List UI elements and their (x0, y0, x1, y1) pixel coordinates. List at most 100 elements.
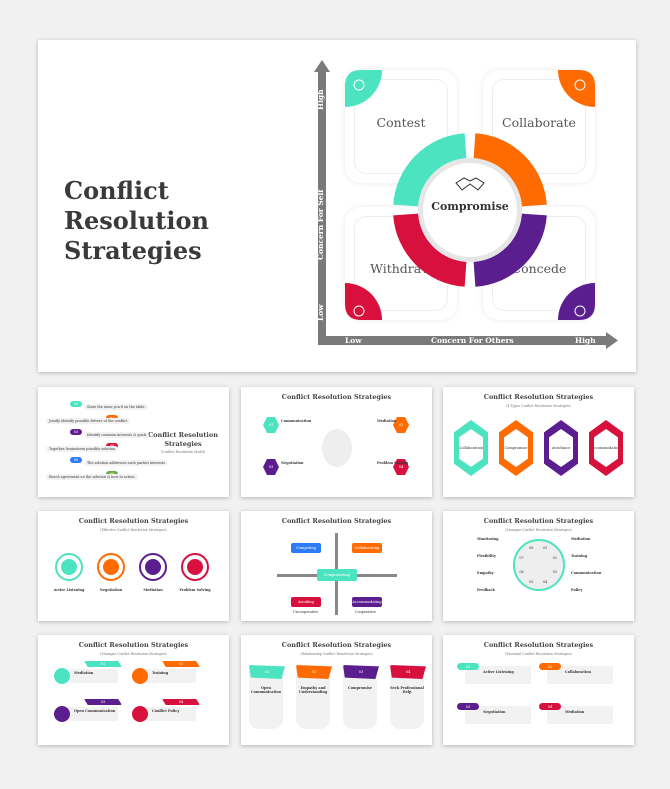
thumbnail-title: Conflict Resolution Strategies (78, 641, 189, 649)
item-label: Negotiation (483, 710, 506, 714)
ring-segment-collaborate (473, 133, 547, 207)
item-icon (54, 706, 70, 722)
x-axis-bar (318, 336, 608, 345)
slide-thumbnail-8[interactable]: Conflict Resolution Strategies (Relations… (241, 635, 432, 745)
y-axis-label: Concern For Self (316, 189, 325, 260)
segment-label: Communication (571, 571, 602, 575)
step-icon (187, 559, 203, 575)
step-number: 05 (70, 457, 82, 463)
step-ring (181, 553, 209, 581)
quadrant-label: Contest (376, 115, 426, 130)
slide-thumbnail-2[interactable]: Conflict Resolution Strategies 01 Communic… (241, 387, 432, 497)
axis-label: Uncooperative (293, 610, 319, 614)
number-banner: 01 (249, 665, 285, 679)
thumbnail-title: Conflict Resolution Strategies (148, 431, 218, 448)
segment-label: Flexibility (477, 554, 496, 558)
thumbnail-title: Conflict Resolution Strategies (78, 517, 189, 525)
y-axis-arrow (314, 60, 330, 72)
segment-label: Training (571, 554, 588, 558)
y-axis-bar (318, 70, 326, 345)
item-label: Empathy and Understanding (298, 686, 328, 694)
item-label: Mediation (377, 419, 397, 423)
step-label: Active Listening (53, 588, 85, 592)
thumbnail-title: Conflict Resolution Strategies (483, 641, 594, 649)
segment-number: 01 (542, 546, 548, 551)
number-banner: 04 (390, 665, 426, 679)
hexagon-number: 01 (263, 417, 279, 433)
strategy-box: Collaborating (352, 543, 382, 553)
slide-thumbnail-6[interactable]: Conflict Resolution Strategies (Manager C… (443, 511, 634, 621)
step-label: Negotiation (99, 588, 123, 592)
thumbnail-subtitle: (Conflict Resolution Model) (160, 450, 206, 454)
step-number: 01 (70, 401, 82, 407)
step-text: State the issue you'd on the table (84, 404, 148, 410)
thumbnail-title: Conflict Resolution Strategies (483, 393, 594, 401)
y-axis-high: High (316, 89, 325, 110)
puzzle-hands-icon-glyph (574, 79, 586, 91)
item-label: Seek Professional Help (390, 686, 424, 694)
segment-number: 05 (529, 579, 534, 584)
slide-thumbnail-3[interactable]: Conflict Resolution Strategies (4 Types C… (443, 387, 634, 497)
number-tab: 02 (162, 661, 200, 667)
item-label: Active Listening (483, 670, 514, 674)
item-label: Accommodation (594, 429, 618, 467)
step-number: 03 (70, 429, 82, 435)
step-text: Jointly identify possible drivers of the… (46, 418, 131, 424)
slide-thumbnail-7[interactable]: Conflict Resolution Strategies (Manager C… (38, 635, 229, 745)
item-label: Open Communication (74, 709, 116, 713)
step-ring (55, 553, 83, 581)
number-pill: 04 (539, 703, 561, 710)
item-icon (54, 668, 70, 684)
step-text: Reach agreement on the solution & how to… (46, 474, 138, 480)
segment-number: 08 (529, 546, 534, 551)
slide-thumbnail-9[interactable]: Conflict Resolution Strategies (Essential… (443, 635, 634, 745)
octagon-wheel (513, 539, 565, 591)
thumbnail-title: Conflict Resolution Strategies (483, 517, 594, 525)
step-icon (103, 559, 119, 575)
main-slide-preview[interactable]: Conflict Resolution Strategies Contest C… (38, 40, 636, 372)
hexagon-number: 03 (263, 459, 279, 475)
thumbnail-title: Conflict Resolution Strategies (281, 641, 392, 649)
item-card (547, 666, 613, 684)
strategy-box: Avoiding (291, 597, 321, 607)
segment-label: Monitoring (477, 537, 499, 541)
thumbnail-subtitle: (Effective Conflict Resolution Strategie… (100, 528, 167, 532)
segment-number: 04 (542, 579, 548, 584)
agreement-icon-glyph (574, 305, 586, 317)
item-label: Mediation (74, 671, 94, 675)
number-pill: 01 (457, 663, 479, 670)
ring-segment-withdraw (393, 213, 467, 287)
item-card (465, 706, 531, 724)
slide-thumbnail-5[interactable]: Conflict Resolution Strategies Competing C… (241, 511, 432, 621)
quadrant-collaborate: Collaborate (483, 70, 595, 183)
strategy-box: Accommodating (352, 597, 382, 607)
quadrant-label: Concede (511, 261, 567, 276)
item-card (465, 666, 531, 684)
slide-thumbnail-4[interactable]: Conflict Resolution Strategies (Effective… (38, 511, 229, 621)
segment-label: Mediation (571, 537, 591, 541)
ring-segment-concede (473, 213, 547, 287)
item-label: Avoidance (549, 429, 573, 467)
number-tab: 04 (162, 699, 200, 705)
number-pill: 02 (539, 663, 561, 670)
center-label: Compromise (431, 200, 509, 213)
item-label: Communication (281, 419, 312, 423)
step-label: Mediation (143, 588, 163, 592)
step-icon (61, 559, 77, 575)
item-label: Open Communication (250, 686, 282, 694)
clasped-hands-icon (345, 283, 382, 320)
item-card (547, 706, 613, 724)
step-text: The solution addresses each parties inte… (84, 460, 169, 466)
x-axis-high: High (575, 336, 596, 345)
compromise-ring (345, 70, 595, 320)
thumbnail-subtitle: (Essential Conflict Resolution Strategie… (505, 652, 572, 656)
item-label: Compromise (348, 686, 372, 690)
hexagon-number: 04 (393, 459, 409, 475)
item-card (62, 707, 118, 721)
item-label: Negotiation (281, 461, 304, 465)
quadrant-label: Collaborate (502, 115, 576, 130)
trophy-icon-glyph (353, 79, 365, 91)
slide-thumbnail-1[interactable]: Conflict Resolution Strategies (Conflict … (38, 387, 229, 497)
item-card (140, 707, 196, 721)
thumbnail-subtitle: (Manager Conflict Resolution Strategies) (100, 652, 167, 656)
